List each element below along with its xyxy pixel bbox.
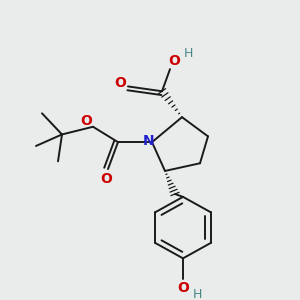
Text: O: O: [80, 114, 92, 128]
Text: N: N: [143, 134, 155, 148]
Text: H: H: [183, 47, 193, 60]
Text: O: O: [114, 76, 126, 90]
Text: O: O: [168, 55, 180, 68]
Text: O: O: [100, 172, 112, 186]
Text: O: O: [177, 281, 189, 295]
Text: H: H: [192, 288, 202, 300]
